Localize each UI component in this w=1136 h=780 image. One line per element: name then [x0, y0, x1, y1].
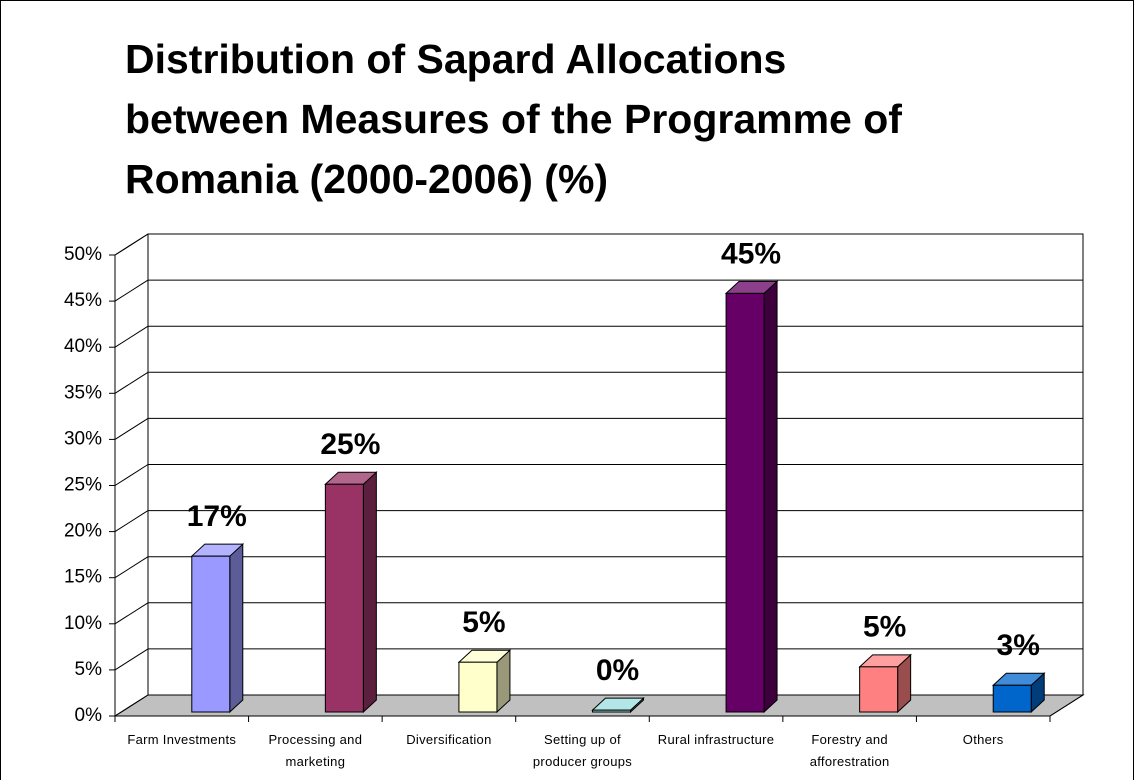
bar — [458, 661, 498, 713]
data-label: 45% — [721, 237, 781, 270]
data-label: 5% — [863, 611, 906, 644]
bar — [191, 555, 231, 713]
grid-line — [114, 417, 149, 440]
x-tick-label: Farm Investments — [127, 732, 237, 747]
grid-line — [114, 464, 149, 486]
bar — [725, 292, 765, 713]
x-tick-label: Setting up of producer groups — [532, 732, 633, 769]
x-tick-label: Diversification — [406, 732, 492, 747]
y-tick-label: 5% — [75, 659, 103, 680]
y-tick-label: 0% — [75, 705, 103, 726]
y-tick-label: 30% — [64, 428, 102, 449]
y-tick-label: 40% — [64, 336, 102, 357]
x-tick-label: Rural infrastructure — [657, 732, 775, 747]
chart-title: Romania (2000-2006) (%) — [125, 156, 608, 202]
data-label: 3% — [997, 629, 1040, 662]
bar — [324, 483, 364, 713]
chart-title: between Measures of the Programme of — [125, 96, 902, 142]
bar — [992, 684, 1032, 713]
bar-side — [362, 471, 377, 714]
floor-right — [1049, 694, 1084, 717]
grid-line — [114, 602, 149, 625]
bar-side — [763, 280, 778, 714]
y-tick-label: 10% — [64, 613, 102, 634]
data-label: 5% — [462, 606, 505, 639]
bar — [592, 709, 631, 713]
grid-line — [114, 371, 149, 394]
x-tick-label: Processing and marketing — [268, 732, 363, 769]
grid-line — [114, 556, 149, 579]
grid-line — [114, 694, 149, 717]
y-tick-label: 20% — [64, 521, 102, 542]
grid-line — [114, 325, 149, 348]
chart-title: Distribution of Sapard Allocations — [125, 36, 786, 82]
y-tick-label: 15% — [64, 567, 102, 588]
data-label: 17% — [187, 500, 247, 533]
data-label: 25% — [320, 428, 380, 461]
x-tick-label: Forestry and afforestration — [809, 732, 890, 769]
grid-line — [114, 510, 149, 533]
y-tick-label: 45% — [64, 290, 102, 311]
bar-side — [229, 543, 244, 714]
grid-line — [114, 233, 149, 256]
y-tick-label: 25% — [64, 475, 102, 496]
data-label: 0% — [596, 654, 639, 687]
y-tick-label: 50% — [64, 244, 102, 265]
x-tick-label: Others — [962, 732, 1004, 747]
bar — [859, 666, 899, 713]
grid-line — [114, 648, 149, 671]
grid-line — [114, 279, 149, 302]
y-tick-label: 35% — [64, 382, 102, 403]
